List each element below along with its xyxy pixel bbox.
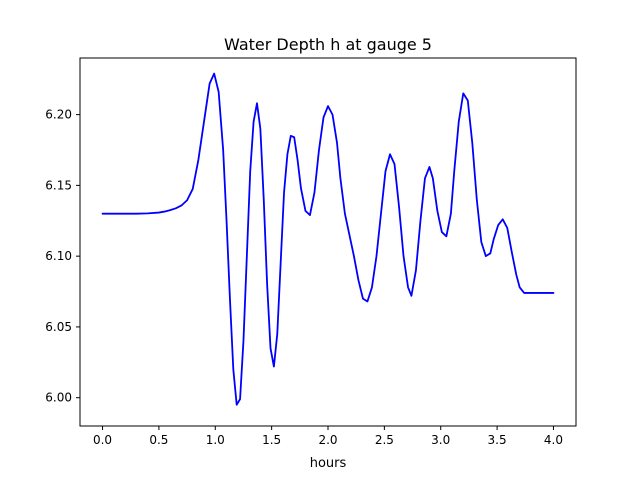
series-line-0: [101, 72, 555, 406]
x-axis-label: hours: [310, 456, 347, 471]
y-tick-label: 6.15: [45, 178, 72, 192]
y-tick-label: 6.05: [45, 320, 72, 334]
x-tick-label: 3.5: [488, 433, 507, 447]
y-axis: 6.00 6.05 6.10 6.15 6.20: [45, 108, 80, 405]
y-tick-label: 6.00: [45, 391, 72, 405]
x-tick-label: 3.0: [431, 433, 450, 447]
x-tick-label: 2.5: [375, 433, 394, 447]
chart-title: Water Depth h at gauge 5: [224, 35, 432, 54]
x-tick-label: 2.0: [318, 433, 337, 447]
x-tick-label: 4.0: [544, 433, 563, 447]
x-tick-label: 1.0: [206, 433, 225, 447]
y-tick-label: 6.20: [45, 108, 72, 122]
x-tick-label: 0.5: [149, 433, 168, 447]
x-tick-label: 1.5: [262, 433, 281, 447]
x-tick-label: 0.0: [93, 433, 112, 447]
x-axis: 0.0 0.5 1.0 1.5 2.0 2.5 3.0 3.5 4.0: [93, 426, 563, 447]
y-tick-label: 6.10: [45, 249, 72, 263]
